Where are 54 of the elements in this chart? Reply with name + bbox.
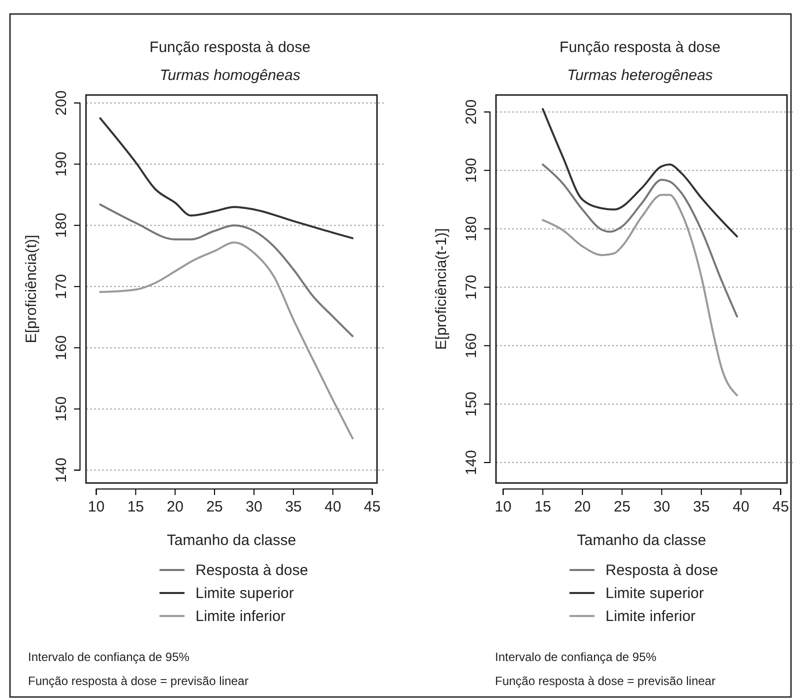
legend-label: Limite inferior xyxy=(196,608,286,625)
y-tick-label: 140 xyxy=(53,458,70,483)
y-tick-label: 140 xyxy=(463,450,480,476)
y-tick-label: 180 xyxy=(53,212,70,238)
y-tick-label: 160 xyxy=(463,333,480,358)
x-tick-label: 30 xyxy=(653,498,670,516)
text: Função resposta à dose = previsão linear xyxy=(495,674,716,688)
x-tick-label: 45 xyxy=(364,498,381,516)
text: Intervalo de confiança de 95% xyxy=(495,650,657,664)
chart-title: Função resposta à dose xyxy=(150,39,310,56)
x-tick-label: 20 xyxy=(574,498,591,516)
y-tick-label: 150 xyxy=(463,392,480,417)
y-tick-label: 170 xyxy=(463,274,480,300)
legend-label: Limite inferior xyxy=(606,608,696,625)
legend-label: Limite superior xyxy=(196,585,294,602)
x-axis-title: Tamanho da classe xyxy=(576,532,706,549)
x-tick-label: 10 xyxy=(494,498,512,516)
legend-label: Resposta à dose xyxy=(606,562,718,579)
x-tick-label: 35 xyxy=(285,498,302,516)
line-series xyxy=(99,204,354,338)
y-tick-label: 180 xyxy=(463,216,480,242)
line-series xyxy=(542,164,738,318)
x-tick-label: 40 xyxy=(732,498,750,516)
chart-subtitle: Turmas homogêneas xyxy=(160,67,301,84)
line-series xyxy=(542,108,738,238)
chart-title: Função resposta à dose xyxy=(560,39,720,56)
legend-label: Resposta à dose xyxy=(196,562,308,579)
y-axis-title: E[proficiência(t-1)] xyxy=(433,228,450,350)
x-axis-title: Tamanho da classe xyxy=(166,532,296,549)
line-series xyxy=(542,194,738,396)
x-tick-label: 45 xyxy=(772,498,789,516)
y-tick-label: 200 xyxy=(53,90,70,116)
x-tick-label: 10 xyxy=(88,498,105,516)
x-tick-label: 40 xyxy=(324,498,342,516)
y-tick-label: 190 xyxy=(463,158,480,183)
legend-label: Limite superior xyxy=(606,585,704,602)
line-series xyxy=(99,241,354,440)
y-tick-label: 190 xyxy=(53,152,70,177)
x-tick-label: 20 xyxy=(166,498,184,516)
y-tick-label: 160 xyxy=(53,335,70,360)
y-axis-title: E[proficiência(t)] xyxy=(23,234,40,344)
x-tick-label: 35 xyxy=(693,498,710,516)
x-tick-label: 30 xyxy=(246,498,262,516)
x-tick-label: 15 xyxy=(534,498,552,516)
x-tick-label: 15 xyxy=(127,498,144,516)
y-tick-label: 170 xyxy=(53,274,70,300)
y-tick-label: 200 xyxy=(463,99,480,124)
text: Função resposta à dose = previsão linear xyxy=(28,674,248,688)
y-tick-label: 150 xyxy=(53,396,70,422)
x-tick-label: 25 xyxy=(614,498,630,516)
chart-subtitle: Turmas heterogêneas xyxy=(567,67,714,84)
x-tick-label: 25 xyxy=(206,498,223,516)
text: Intervalo de confiança de 95% xyxy=(28,650,190,664)
line-series xyxy=(99,117,354,240)
